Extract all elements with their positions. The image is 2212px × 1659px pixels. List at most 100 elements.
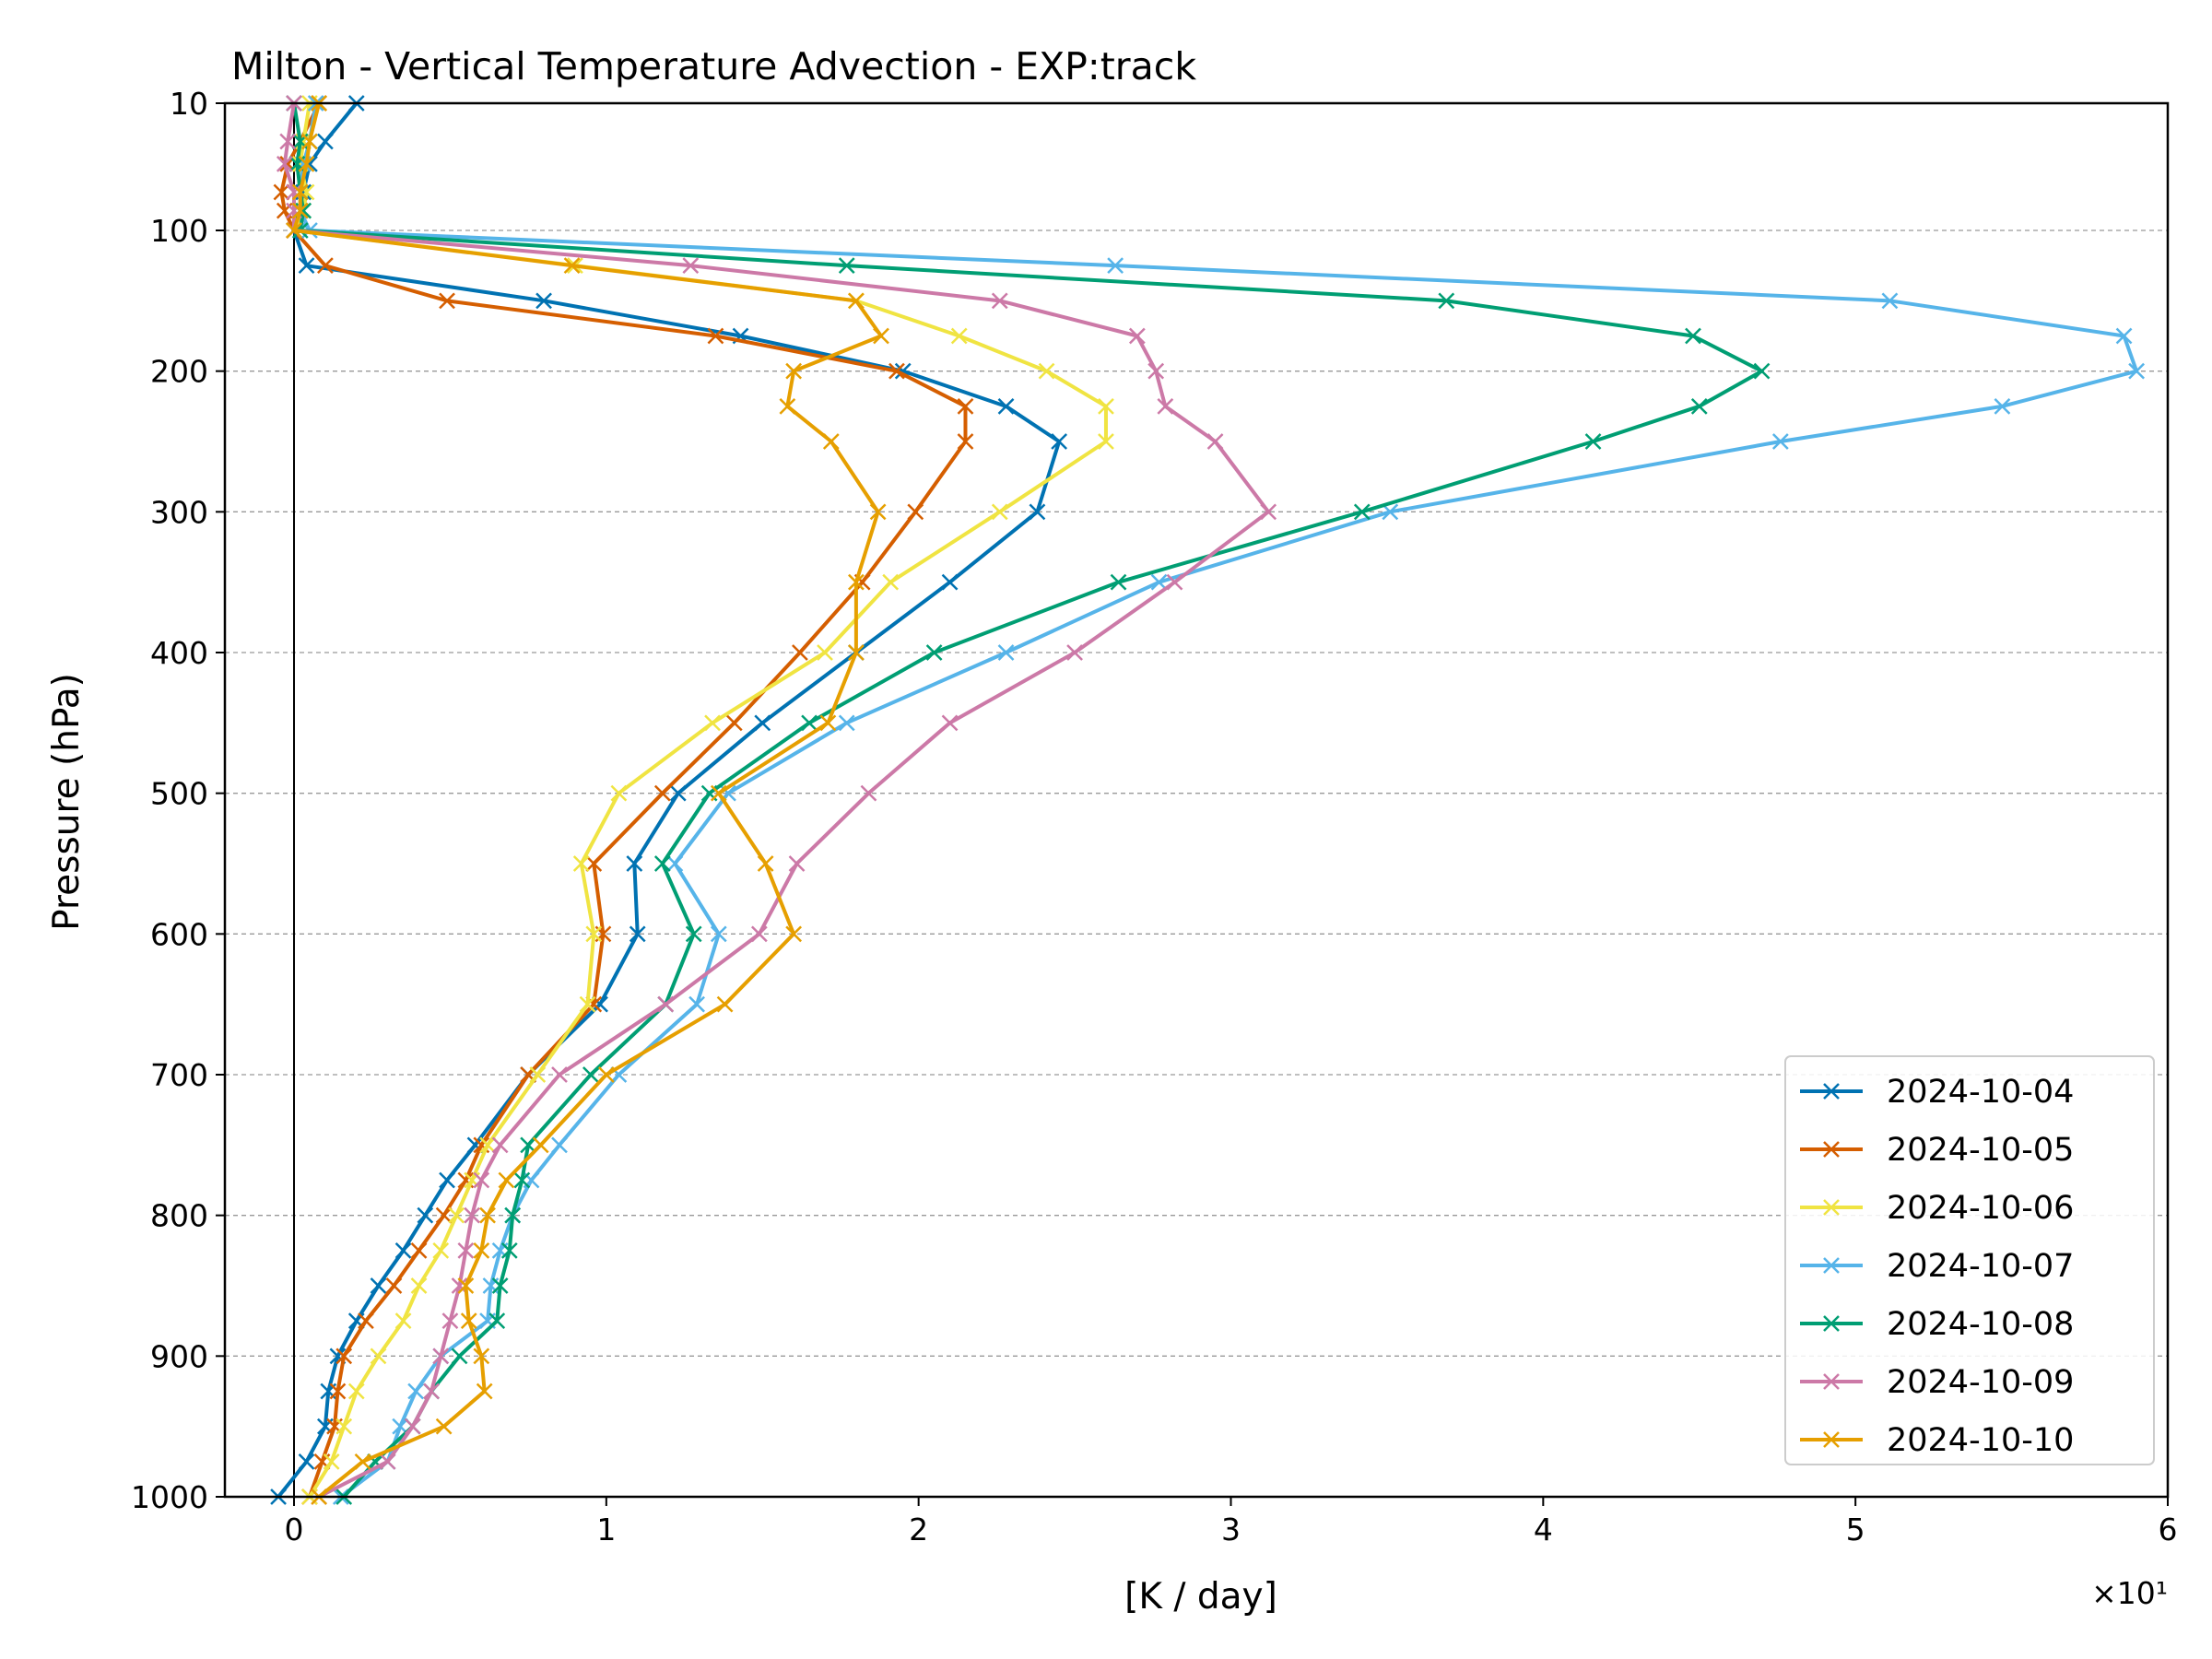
data-point-2024-10-08-600 <box>685 925 702 943</box>
data-point-2024-10-10-750 <box>532 1136 549 1154</box>
data-point-2024-10-07-600 <box>710 925 727 943</box>
y-tick-label-800: 800 <box>150 1198 208 1234</box>
data-point-2024-10-06-500 <box>610 784 628 802</box>
y-tick-label-1000: 1000 <box>131 1479 208 1515</box>
legend-box <box>1784 1055 2155 1465</box>
series-line-2024-10-07 <box>298 102 2139 1499</box>
y-tick-label-100: 100 <box>150 213 208 249</box>
chart-title: Milton - Vertical Temperature Advection … <box>231 44 1196 88</box>
data-point-2024-10-08-250 <box>1584 433 1602 450</box>
x-tick-label-6: 6 <box>2159 1512 2178 1547</box>
x-tick-label-4: 4 <box>1534 1512 1553 1547</box>
data-point-2024-10-09-775 <box>473 1171 490 1189</box>
data-point-2024-10-10-600 <box>785 925 803 943</box>
y-ticks: 10 100 200 300 400 500 600 700 800 900 1000 <box>131 86 225 1515</box>
data-point-2024-10-09-175 <box>1128 327 1146 345</box>
x-ticks: 0 1 2 3 4 5 6 <box>285 1497 2178 1547</box>
series-line-2024-10-09 <box>282 102 1271 1499</box>
x-tick-label-1: 1 <box>596 1512 616 1547</box>
y-tick-label-300: 300 <box>150 494 208 530</box>
data-point-2024-10-06-450 <box>704 714 721 732</box>
legend-label-2024-10-09: 2024-10-09 <box>1887 1364 2074 1401</box>
data-point-2024-10-10-650 <box>716 995 734 1013</box>
legend-marker-2024-10-06 <box>1823 1199 1840 1216</box>
data-point-2024-10-04-125 <box>298 257 315 275</box>
data-point-2024-10-10-550 <box>757 855 774 872</box>
data-point-2024-10-06-300 <box>991 503 1008 521</box>
data-point-2024-10-07-750 <box>551 1136 568 1154</box>
data-point-2024-10-06-750 <box>479 1136 496 1154</box>
data-point-2024-10-09-900 <box>432 1347 450 1365</box>
data-point-2024-10-04-600 <box>629 925 646 943</box>
y-tick-label-600: 600 <box>150 916 208 952</box>
data-point-2024-10-06-550 <box>572 855 590 872</box>
data-point-2024-10-05-900 <box>335 1347 353 1365</box>
data-point-2024-10-04-850 <box>370 1277 387 1294</box>
data-point-2024-10-08-300 <box>1353 503 1371 521</box>
plot-frame <box>223 101 2170 1499</box>
data-point-2024-10-05-150 <box>439 292 455 310</box>
data-point-2024-10-05-200 <box>888 362 905 380</box>
y-tick-label-400: 400 <box>150 635 208 671</box>
data-point-2024-10-04-150 <box>535 292 552 310</box>
data-point-2024-10-06-650 <box>579 995 596 1013</box>
data-point-2024-10-10-875 <box>460 1312 477 1330</box>
data-point-2024-10-09-600 <box>750 925 768 943</box>
data-point-2024-10-07-125 <box>1107 257 1124 275</box>
data-point-2024-10-07-350 <box>1150 573 1168 591</box>
data-point-2024-10-05-875 <box>358 1312 374 1330</box>
data-point-2024-10-10-50 <box>291 183 309 201</box>
series-line-2024-10-08 <box>292 102 1764 1499</box>
data-point-2024-10-05-125 <box>316 257 334 275</box>
data-point-2024-10-10-175 <box>873 327 889 345</box>
legend-marker-2024-10-05 <box>1823 1141 1840 1158</box>
data-point-2024-10-07-225 <box>1994 397 2011 415</box>
data-point-2024-10-08-775 <box>513 1171 531 1189</box>
data-point-2024-10-05-250 <box>957 433 974 450</box>
data-point-2024-10-09-975 <box>379 1453 396 1470</box>
data-point-2024-10-10-150 <box>848 292 865 310</box>
data-point-2024-10-05-500 <box>653 784 671 802</box>
data-point-2024-10-07-200 <box>2128 362 2146 380</box>
data-point-2024-10-07-925 <box>407 1382 425 1400</box>
data-point-2024-10-06-200 <box>1038 362 1055 380</box>
data-point-2024-10-09-200 <box>1147 362 1165 380</box>
legend-label-2024-10-10: 2024-10-10 <box>1887 1422 2074 1459</box>
data-point-2024-10-10-800 <box>479 1206 496 1224</box>
data-point-2024-10-08-825 <box>500 1241 518 1259</box>
series-line-2024-10-10 <box>292 102 884 1499</box>
data-point-2024-10-10-825 <box>473 1241 490 1259</box>
data-point-2024-10-05-400 <box>792 644 808 661</box>
data-point-2024-10-10-350 <box>848 573 865 591</box>
data-point-2024-10-06-975 <box>323 1453 340 1470</box>
data-point-2024-10-06-875 <box>394 1312 412 1330</box>
data-point-2024-10-09-350 <box>1166 573 1183 591</box>
data-point-2024-10-09-825 <box>457 1241 475 1259</box>
data-point-2024-10-10-125 <box>563 257 581 275</box>
data-point-2024-10-08-400 <box>925 644 943 661</box>
data-point-2024-10-09-950 <box>404 1418 421 1435</box>
data-point-2024-10-07-175 <box>2115 327 2133 345</box>
data-point-2024-10-08-225 <box>1690 397 1708 415</box>
data-point-2024-10-06-700 <box>529 1066 547 1083</box>
data-point-2024-10-10-850 <box>457 1277 475 1294</box>
data-point-2024-10-08-350 <box>1110 573 1127 591</box>
data-point-2024-10-05-825 <box>410 1241 428 1259</box>
data-point-2024-10-05-850 <box>385 1277 403 1294</box>
data-point-2024-10-10-500 <box>710 784 727 802</box>
legend-label-2024-10-05: 2024-10-05 <box>1887 1132 2074 1169</box>
data-point-2024-10-09-125 <box>682 257 700 275</box>
series-2024-10-09 <box>276 95 1277 1505</box>
data-point-2024-10-10-30 <box>298 155 315 172</box>
data-point-2024-10-06-950 <box>335 1418 353 1435</box>
data-point-2024-10-09-250 <box>1206 433 1224 450</box>
x-tick-label-5: 5 <box>1846 1512 1865 1547</box>
data-point-2024-10-05-225 <box>957 397 974 415</box>
x-axis-label: [K / day] <box>1124 1576 1277 1618</box>
data-point-2024-10-04-500 <box>669 784 687 802</box>
data-point-2024-10-08-450 <box>801 714 818 732</box>
legend-label-2024-10-06: 2024-10-06 <box>1887 1190 2074 1227</box>
series-group <box>270 95 2146 1505</box>
y-axis-label: Pressure (hPa) <box>46 673 88 931</box>
legend-marker-2024-10-08 <box>1823 1315 1840 1332</box>
